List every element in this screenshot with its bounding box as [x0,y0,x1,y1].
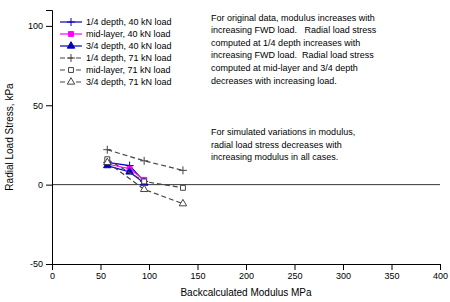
series-marker [179,199,186,205]
annotation-line: computed at mid-layer and 3/4 depth [211,63,358,73]
annotation: For simulated variations in modulus, radi… [211,127,355,162]
x-tick: 150 [190,264,205,281]
annotation: For original data, modulus increases wit… [211,13,377,86]
plot: 0 50 100 150 200 250 300 350 400 -50 0 50 100 1/4 dep… [28,11,448,282]
x-tick-mark [246,264,247,270]
y-tick: 0 [38,180,52,190]
legend-label: 3/4 depth, 71 kN load [86,77,172,87]
legend-marker [67,18,75,26]
y-tick-label: 100 [28,21,43,31]
x-tick-label: 50 [96,271,106,281]
x-tick: 400 [433,264,448,281]
series-marker [104,158,111,164]
annotation-line: increasing modulus in all cases. [211,152,338,162]
chart: 0 50 100 150 200 250 300 350 400 -50 0 50 100 1/4 dep… [0,0,450,302]
legend-label: 1/4 depth, 40 kN load [86,17,172,27]
x-axis-line [53,265,441,271]
x-tick-mark [295,264,296,270]
legend-label: mid-layer, 71 kN load [86,65,171,75]
series-marker [179,166,187,174]
y-tick-label: 0 [38,180,43,190]
series [105,157,186,190]
annotation-line: decreases with increasing load. [211,76,337,86]
x-tick: 100 [142,264,157,281]
x-tick-mark [392,264,393,270]
x-tick-label: 200 [239,271,254,281]
legend-label: 1/4 depth, 71 kN load [86,53,172,63]
y-tick-mark [46,264,52,265]
x-tick-mark [343,264,344,270]
series-line [107,162,183,203]
series-marker [140,185,147,191]
x-tick-label: 400 [433,271,448,281]
legend-item: 3/4 depth, 40 kN load [60,41,172,51]
y-tick: -50 [30,259,52,269]
y-tick: 100 [28,21,52,31]
annotation-line: computed at 1/4 depth increases with [211,38,360,48]
x-tick-mark [198,264,199,270]
x-axis: 0 50 100 150 200 250 300 350 400 [50,264,448,281]
y-tick-mark [46,185,52,186]
y-tick-label: -50 [30,259,43,269]
legend-item: 1/4 depth, 40 kN load [60,17,172,27]
legend-marker [69,32,74,37]
x-tick-label: 250 [287,271,302,281]
series [103,146,187,175]
legend-marker [67,42,74,48]
series-marker [103,146,111,154]
x-tick: 300 [336,264,351,281]
x-tick: 50 [96,264,106,281]
x-tick-label: 100 [142,271,157,281]
annotation-line: increasing FWD load. Radial load stress [211,50,374,60]
y-tick-mark [46,26,52,27]
legend-label: mid-layer, 40 kN load [86,29,171,39]
annotation-line: radial load stress decreases with [211,140,342,150]
zero-line [52,184,440,185]
legend-item: mid-layer, 71 kN load [60,65,171,75]
y-tick-label: 50 [33,101,43,111]
x-tick: 0 [50,264,55,281]
y-axis-title: Radial Load Stress, kPa [4,83,15,191]
series-line [107,159,183,188]
x-tick: 200 [239,264,254,281]
y-axis-line [46,11,53,265]
legend: 1/4 depth, 40 kN load mid-layer, 40 kN lo… [60,17,172,87]
annotation-line: increasing FWD load. Radial load stress [211,25,377,35]
series [103,158,148,185]
data-area [103,146,187,206]
x-tick-mark [101,264,102,270]
series-line [107,166,144,183]
annotation-line: For original data, modulus increases wit… [211,13,375,23]
legend-marker [67,54,75,62]
x-tick-label: 150 [190,271,205,281]
series-line [107,150,183,171]
series-marker [142,179,147,184]
x-tick-label: 350 [384,271,399,281]
x-tick-mark [440,264,441,270]
series [104,158,187,206]
legend-item: 3/4 depth, 71 kN load [60,77,172,87]
x-tick: 350 [384,264,399,281]
legend-marker [67,78,74,84]
legend-marker [69,68,74,73]
series-marker [181,185,186,190]
x-axis-title: Backcalculated Modulus MPa [180,287,312,298]
legend-item: 1/4 depth, 71 kN load [60,53,172,63]
annotation-line: For simulated variations in modulus, [211,127,355,137]
legend-label: 3/4 depth, 40 kN load [86,41,172,51]
x-tick-label: 0 [50,271,55,281]
y-axis: -50 0 50 100 [28,11,53,270]
x-tick-label: 300 [336,271,351,281]
x-tick: 250 [287,264,302,281]
legend-item: mid-layer, 40 kN load [60,29,171,39]
series-marker [140,157,148,165]
x-tick-mark [149,264,150,270]
y-tick: 50 [33,101,52,111]
y-tick-mark [46,105,52,106]
